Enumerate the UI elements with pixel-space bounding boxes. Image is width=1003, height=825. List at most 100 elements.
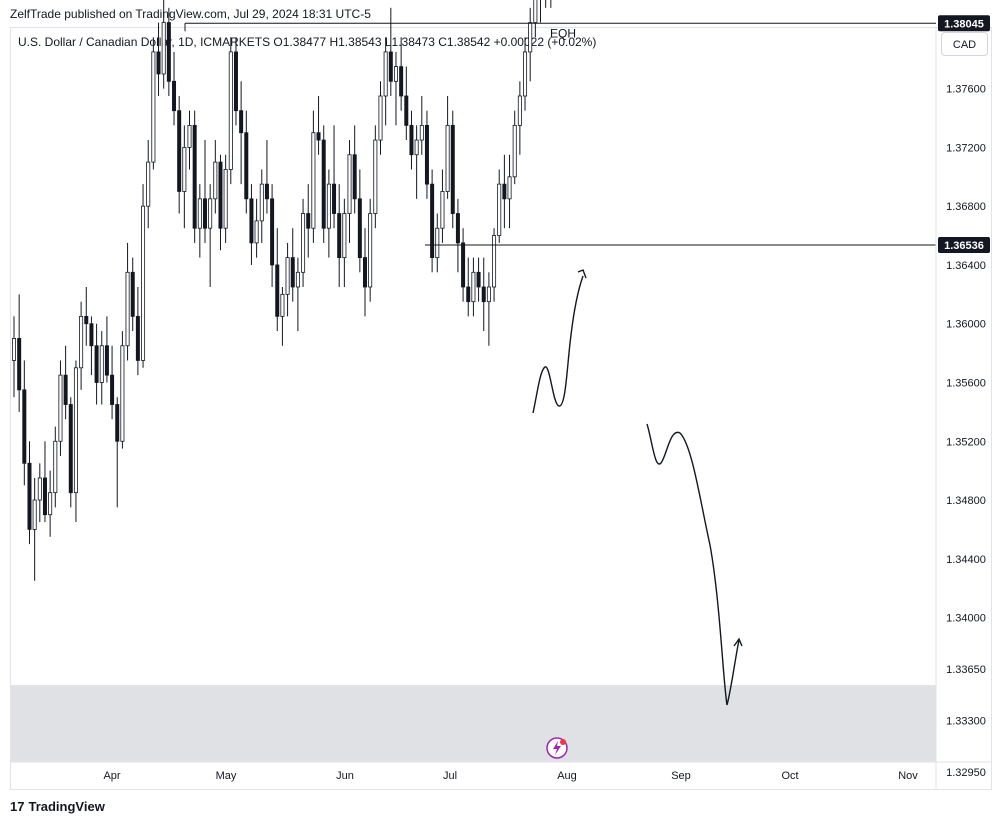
chart-frame bbox=[10, 27, 992, 790]
candle-body bbox=[79, 315, 84, 369]
candle-body bbox=[58, 374, 63, 442]
candle-body bbox=[455, 213, 460, 244]
candle-body bbox=[37, 477, 42, 501]
candle-body bbox=[130, 271, 135, 317]
y-tick-label: 1.35600 bbox=[946, 377, 986, 389]
candle-body bbox=[156, 51, 161, 75]
candle-body bbox=[22, 389, 27, 464]
y-tick-label: 1.34000 bbox=[946, 613, 986, 625]
tradingview-footer: 17 TradingView bbox=[10, 799, 105, 814]
candle-body bbox=[239, 110, 244, 134]
candle-body bbox=[517, 95, 522, 126]
candle-body bbox=[11, 338, 16, 361]
candle-body bbox=[202, 198, 207, 229]
candle-body bbox=[373, 139, 378, 214]
candle-body bbox=[172, 80, 177, 112]
candle-body bbox=[347, 154, 352, 214]
candle-body bbox=[110, 374, 115, 405]
candle-body bbox=[326, 183, 331, 229]
candle-body bbox=[290, 257, 295, 288]
candle-body bbox=[295, 271, 300, 288]
projection-path-down bbox=[646, 423, 740, 706]
x-tick-label: May bbox=[216, 770, 237, 782]
currency-button[interactable]: CAD bbox=[941, 32, 988, 56]
candle-body bbox=[125, 271, 130, 347]
candle-body bbox=[430, 183, 435, 259]
candle-body bbox=[259, 183, 264, 222]
candle-body bbox=[115, 404, 120, 442]
candle-body bbox=[466, 286, 471, 303]
candle-body bbox=[311, 132, 316, 229]
candle-body bbox=[388, 51, 393, 82]
candle-body bbox=[233, 51, 238, 112]
candle-body bbox=[264, 183, 269, 200]
candle-body bbox=[399, 66, 404, 97]
candle-body bbox=[383, 51, 388, 97]
candle-body bbox=[42, 477, 47, 516]
candle-body bbox=[440, 191, 445, 229]
candle-body bbox=[249, 198, 254, 244]
candle-body bbox=[533, 0, 538, 23]
candle-body bbox=[342, 213, 347, 259]
candle-body bbox=[476, 271, 481, 288]
candle-body bbox=[27, 462, 32, 530]
candle-body bbox=[497, 183, 502, 236]
candle-body bbox=[254, 220, 259, 244]
tradingview-brand: TradingView bbox=[28, 799, 105, 814]
y-tick-label: 1.37200 bbox=[946, 142, 986, 154]
level-price-tag-text: 1.38045 bbox=[944, 18, 984, 30]
candle-body bbox=[337, 213, 342, 259]
candle-body bbox=[68, 404, 73, 494]
candle-body bbox=[352, 154, 357, 200]
candle-body bbox=[208, 198, 213, 229]
candle-body bbox=[486, 286, 491, 303]
candle-body bbox=[89, 323, 94, 347]
y-tick-label: 1.34400 bbox=[946, 554, 986, 566]
candle-body bbox=[120, 345, 125, 442]
candle-body bbox=[332, 183, 337, 214]
level-annotation: EQH bbox=[550, 26, 576, 40]
arrow-up-icon bbox=[733, 637, 743, 647]
candle-body bbox=[104, 345, 109, 376]
candle-body bbox=[280, 293, 285, 317]
candle-body bbox=[53, 440, 58, 494]
y-tick-label: 1.32950 bbox=[946, 767, 986, 779]
notification-dot-icon bbox=[560, 739, 566, 745]
candle-body bbox=[141, 205, 146, 361]
candle-body bbox=[94, 345, 99, 383]
candle-body bbox=[378, 95, 383, 141]
y-tick-label: 1.34800 bbox=[946, 495, 986, 507]
candle-body bbox=[450, 124, 455, 214]
support-zone bbox=[11, 685, 936, 762]
x-tick-label: Jun bbox=[336, 770, 354, 782]
candle-body bbox=[73, 367, 78, 494]
tradingview-logo-icon: 17 bbox=[10, 799, 25, 814]
candle-body bbox=[146, 161, 151, 207]
candle-body bbox=[63, 374, 68, 405]
candle-body bbox=[32, 499, 37, 530]
candle-body bbox=[409, 124, 414, 156]
candle-body bbox=[213, 161, 218, 200]
projection-path-up bbox=[532, 275, 584, 414]
candle-body bbox=[285, 257, 290, 295]
level-price-tag bbox=[938, 236, 990, 253]
y-tick-label: 1.36800 bbox=[946, 201, 986, 213]
x-tick-label: Oct bbox=[781, 770, 798, 782]
candle-body bbox=[166, 22, 171, 82]
candle-body bbox=[512, 124, 517, 178]
y-tick-label: 1.36400 bbox=[946, 260, 986, 272]
candle-body bbox=[223, 169, 228, 229]
candle-body bbox=[182, 147, 187, 192]
candle-body bbox=[218, 161, 223, 229]
candle-body bbox=[404, 95, 409, 126]
level-price-tag bbox=[938, 15, 990, 32]
candle-body bbox=[492, 235, 497, 288]
candle-body bbox=[84, 315, 89, 325]
candle-body bbox=[414, 139, 419, 156]
candle-body bbox=[244, 132, 249, 200]
candle-body bbox=[275, 264, 280, 317]
candle-body bbox=[192, 124, 197, 229]
candle-body bbox=[99, 345, 104, 383]
candle-body bbox=[507, 176, 512, 200]
